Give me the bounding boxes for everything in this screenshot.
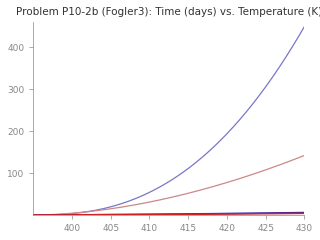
Title: Problem P10-2b (Fogler3): Time (days) vs. Temperature (K): Problem P10-2b (Fogler3): Time (days) vs…	[16, 7, 320, 17]
